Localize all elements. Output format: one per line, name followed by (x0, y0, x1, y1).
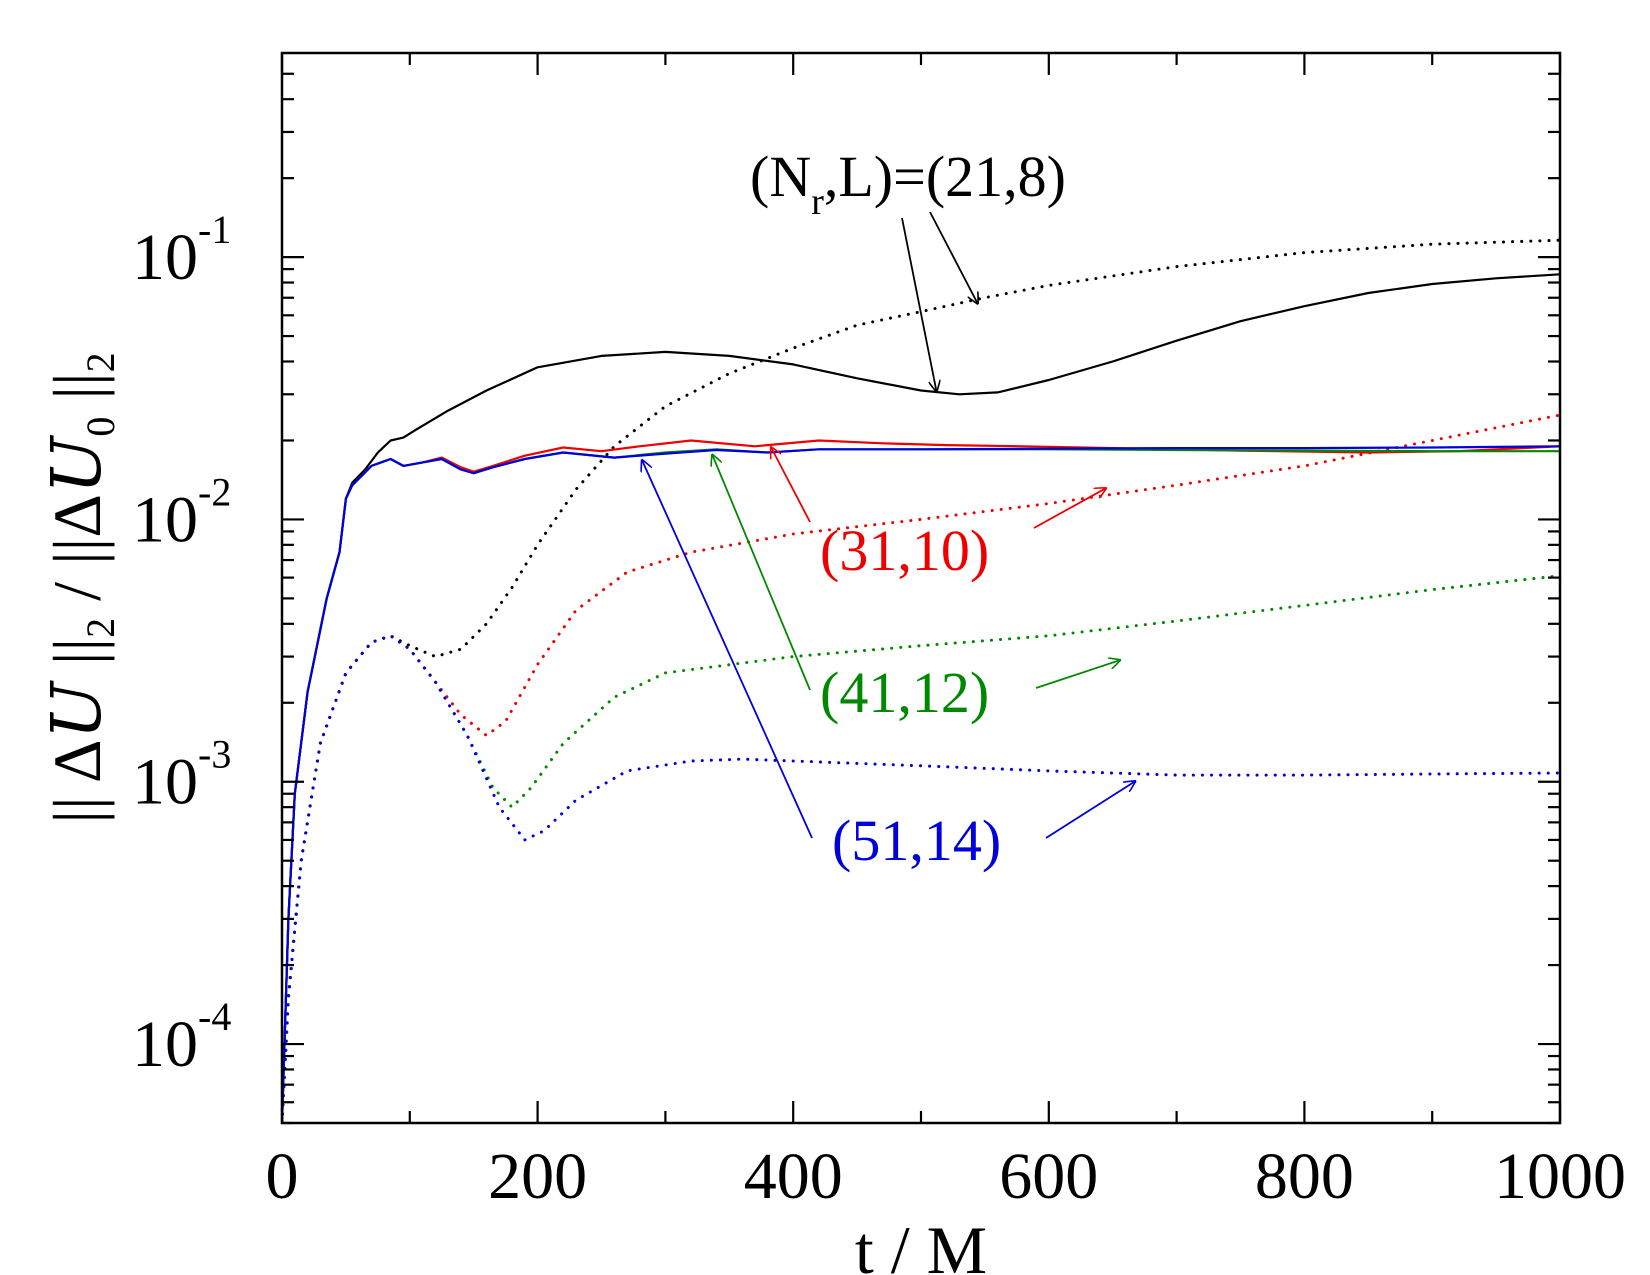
x-axis-title: t / M (855, 1212, 987, 1275)
y-tick-label: 10-3 (132, 732, 231, 819)
y-title-part-left: || Δ (39, 739, 115, 823)
annotation-21-8-prefix: (N (750, 144, 811, 209)
annotation-arrow (1035, 660, 1119, 689)
y-title-part-mid2: / ||Δ (39, 494, 115, 618)
svg-text:(Nr,L)=(21,8): (Nr,L)=(21,8) (750, 144, 1066, 223)
annotation-31-10: (31,10) (820, 518, 989, 583)
x-tick-label: 600 (999, 1140, 1098, 1213)
y-axis-title: || ΔU ||2 / ||ΔU0 ||2 (38, 352, 123, 823)
y-title-sub1: 2 (78, 618, 123, 638)
series-line-31-10-dotted (282, 413, 1560, 1123)
annotation-arrows (642, 211, 1134, 839)
x-tick-label: 200 (488, 1140, 587, 1213)
annotation-21-8-rest: ,L)=(21,8) (824, 144, 1066, 209)
annotation-arrow (929, 211, 977, 303)
y-title-part-right: || (39, 372, 115, 416)
y-tick-label: 10-1 (132, 207, 231, 294)
annotation-21-8: (Nr,L)=(21,8) (750, 144, 1066, 223)
annotation-arrow (642, 461, 813, 839)
x-tick-label: 1000 (1494, 1140, 1626, 1213)
y-title-var1: U (38, 679, 117, 739)
y-title-sub2: 0 (78, 417, 123, 437)
annotation-arrow (771, 448, 811, 523)
y-tick-label: 10-4 (132, 994, 231, 1081)
series-line-51-14-dotted (282, 634, 1560, 1123)
series-line-51-14-solid (282, 445, 1560, 1123)
annotation-51-14: (51,14) (832, 808, 1001, 873)
series-line-41-12-dotted (282, 574, 1560, 1123)
y-title-part-mid1: || (39, 638, 115, 682)
annotation-arrow (713, 456, 811, 691)
axis-ticks (280, 53, 1562, 1125)
tick-labels: 0 200 400 600 800 1000 10-4 10-3 10-2 10-1 (132, 207, 1626, 1213)
annotation-21-8-sub: r (811, 181, 824, 223)
x-tick-label: 800 (1255, 1140, 1354, 1213)
y-title-var2: U (38, 434, 117, 494)
annotation-41-12: (41,12) (820, 660, 989, 725)
annotation-arrow (1033, 489, 1105, 529)
annotation-arrow (901, 217, 936, 391)
annotation-arrow (1045, 782, 1134, 839)
svg-text:|| ΔU ||2 / ||ΔU0 ||2: || ΔU ||2 / ||ΔU0 ||2 (38, 352, 123, 823)
plot-frame (280, 51, 1562, 1125)
y-title-sub3: 2 (78, 352, 123, 372)
series-layer (282, 238, 1560, 1123)
x-tick-label: 400 (744, 1140, 843, 1213)
y-tick-label: 10-2 (132, 469, 231, 556)
x-tick-label: 0 (266, 1140, 299, 1213)
